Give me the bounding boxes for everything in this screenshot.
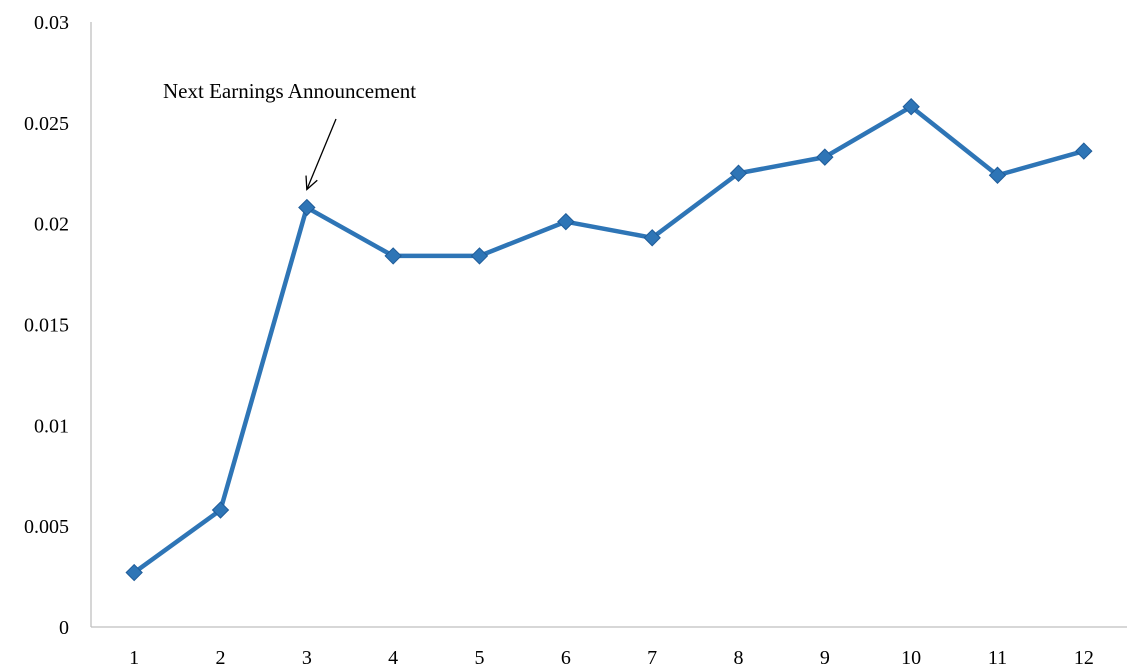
annotation: Next Earnings Announcement <box>163 79 416 191</box>
data-point-marker <box>557 212 575 231</box>
data-point-marker <box>1075 142 1093 160</box>
y-tick-label: 0.005 <box>24 516 69 538</box>
data-point-marker <box>298 198 316 217</box>
x-tick-label: 4 <box>388 647 398 669</box>
series-line <box>132 104 1085 575</box>
data-point-marker <box>211 501 230 519</box>
x-tick-label: 6 <box>561 647 571 669</box>
x-tick-label: 2 <box>216 647 226 669</box>
data-point-marker <box>816 148 834 166</box>
data-point-marker <box>470 247 489 265</box>
data-point-marker <box>125 563 143 582</box>
data-point-marker <box>902 97 920 116</box>
x-tick-labels: 1 2 3 4 5 6 7 8 9 10 11 12 <box>129 647 1094 669</box>
y-tick-labels: 0 0.005 0.01 0.015 0.02 0.025 0.03 <box>24 12 69 639</box>
annotation-arrow-head <box>305 175 318 191</box>
y-tick-label: 0.01 <box>34 415 69 437</box>
annotation-label: Next Earnings Announcement <box>163 79 416 103</box>
x-tick-label: 5 <box>475 647 485 669</box>
annotation-arrow-shaft <box>306 118 337 190</box>
data-point-marker <box>729 164 748 182</box>
y-tick-label: 0.015 <box>24 315 69 337</box>
series <box>125 97 1093 582</box>
y-tick-label: 0 <box>59 617 69 639</box>
y-tick-label: 0.03 <box>34 12 69 34</box>
y-tick-label: 0.025 <box>24 113 69 135</box>
data-point-marker <box>988 166 1007 184</box>
x-tick-label: 3 <box>302 647 312 669</box>
x-tick-label: 12 <box>1074 647 1094 669</box>
x-tick-label: 9 <box>820 647 830 669</box>
data-point-marker <box>643 229 661 247</box>
x-tick-label: 1 <box>129 647 139 669</box>
x-tick-label: 8 <box>734 647 744 669</box>
x-tick-label: 7 <box>647 647 657 669</box>
x-tick-label: 10 <box>901 647 921 669</box>
data-point-marker <box>384 247 402 265</box>
x-tick-label: 11 <box>988 647 1007 669</box>
y-tick-label: 0.02 <box>34 214 69 236</box>
